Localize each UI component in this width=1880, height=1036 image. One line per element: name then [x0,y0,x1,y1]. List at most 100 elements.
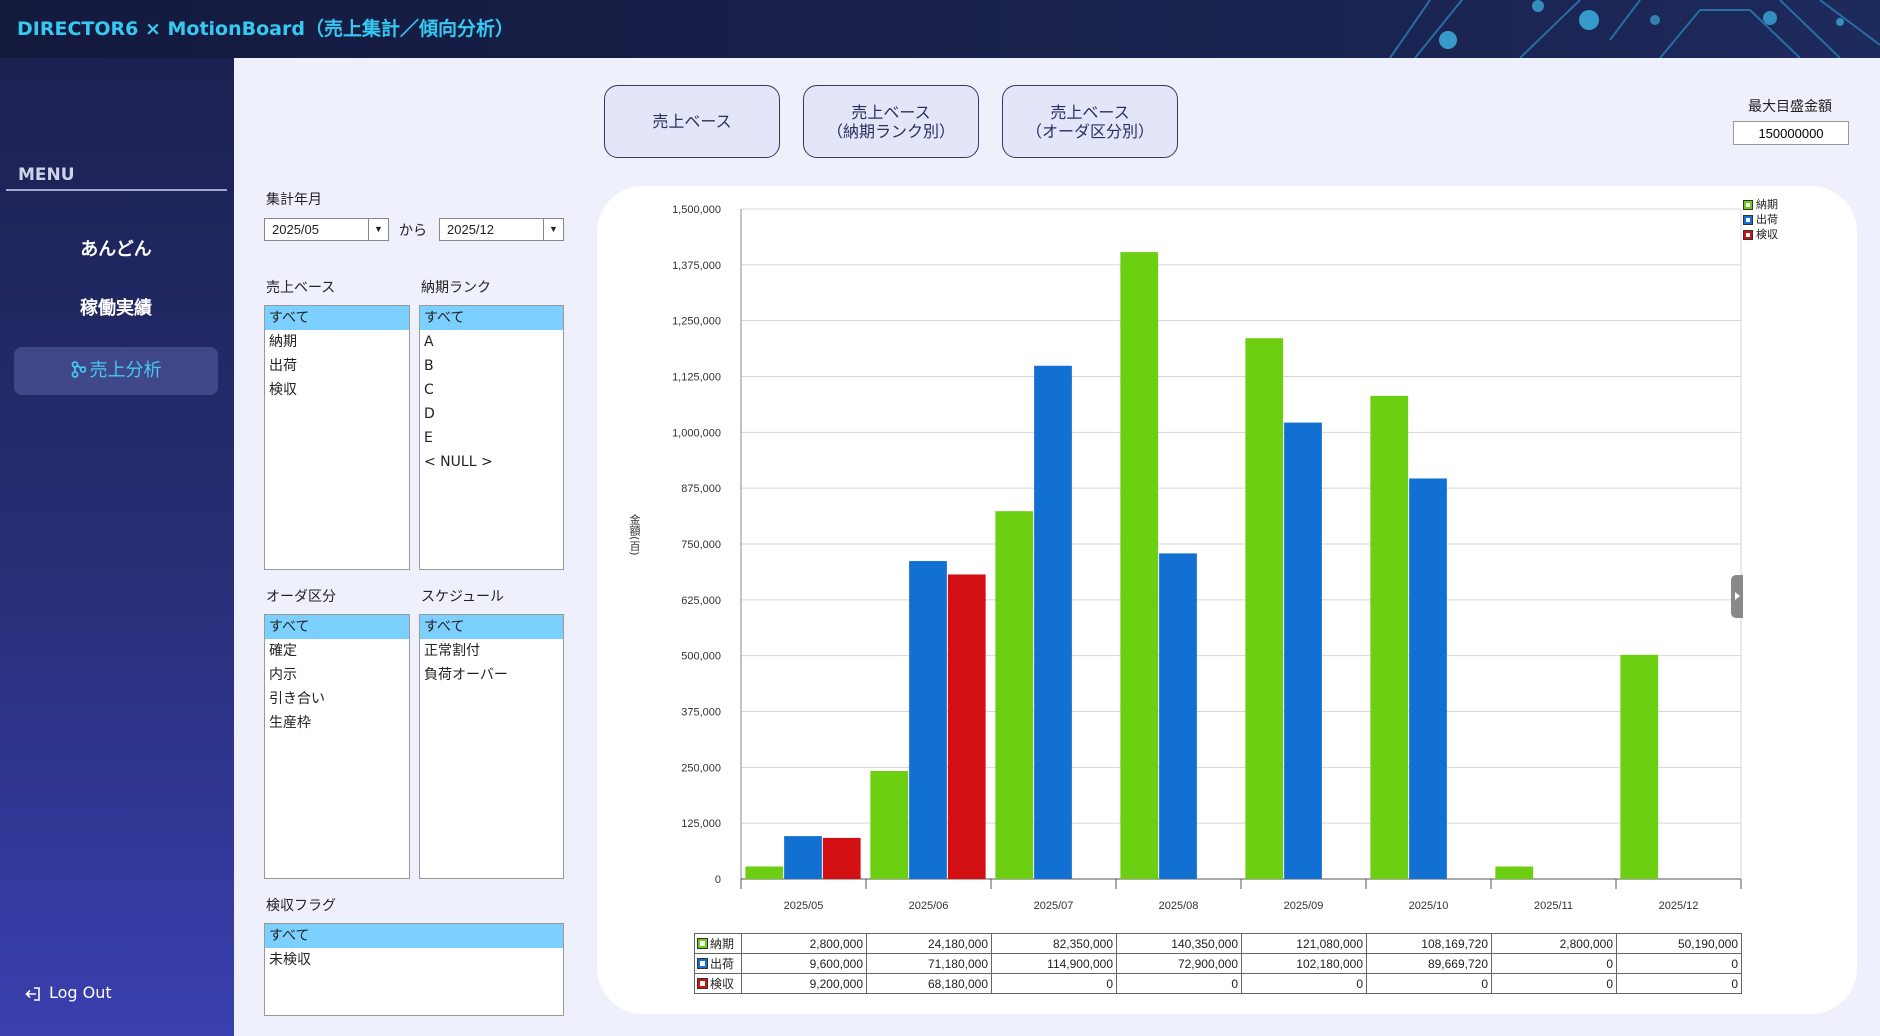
legend-item: 出荷 [1743,212,1778,227]
bar-2025/06-検収 [947,574,986,879]
bar-2025/09-出荷 [1284,422,1322,879]
data-table: 納期 2,800,000 24,180,000 82,350,000 140,350,0… [694,933,1742,994]
list-item[interactable]: C [424,382,434,398]
y-tick-label: 1,000,000 [672,427,721,439]
legend-label: 納期 [1756,198,1778,211]
max-scale-label: 最大目盛金額 [1748,99,1832,115]
x-tick-label: 2025/09 [1284,900,1324,912]
list-item[interactable]: すべて [265,924,563,948]
delivery-rank-listbox[interactable]: すべて A B C D E < NULL > [419,305,564,570]
bar-2025/09-納期 [1245,338,1284,879]
legend-swatch [1743,199,1753,210]
period-to-select[interactable]: 2025/12 ▼ [439,218,564,241]
schedule-listbox[interactable]: すべて 正常割付 負荷オーバー [419,614,564,879]
table-cell: 9,200,000 [741,973,867,994]
table-cell: 68,180,000 [866,973,992,994]
x-tick-label: 2025/06 [909,900,949,912]
list-item[interactable]: 検収 [269,382,297,398]
bar-2025/07-出荷 [1034,365,1072,879]
list-item[interactable]: 未検収 [269,952,311,968]
sidebar-item-label: 稼働実績 [80,298,152,319]
sidebar-item-operation-results[interactable]: 稼働実績 [14,285,218,333]
view-sales-base-button[interactable]: 売上ベース [604,85,780,158]
y-tick-label: 750,000 [681,539,721,551]
table-row-header: 納期 [694,933,742,954]
chart-legend: 納期 出荷 検収 [1743,197,1778,242]
legend-item: 納期 [1743,197,1778,212]
table-cell: 2,800,000 [1491,933,1617,954]
x-tick-label: 2025/10 [1409,900,1449,912]
list-item[interactable]: B [424,358,434,374]
legend-item: 検収 [1743,227,1778,242]
list-item[interactable]: 正常割付 [424,643,480,659]
sidebar-item-sales-analysis[interactable]: 売上分析 [14,347,218,395]
logout-button[interactable]: Log Out [25,983,112,1002]
list-item[interactable]: 納期 [269,334,297,350]
list-item[interactable]: すべて [420,306,563,330]
list-item[interactable]: 内示 [269,667,297,683]
menu-title: MENU [18,165,75,185]
max-scale-input[interactable] [1733,121,1849,145]
table-cell: 0 [1616,953,1742,974]
table-cell: 0 [1116,973,1242,994]
circuit-decoration [1389,0,1880,58]
list-item[interactable]: 生産枠 [269,715,311,731]
legend-swatch [1743,229,1753,240]
sales-base-label: 売上ベース [266,280,336,296]
logout-icon [25,986,40,1001]
list-item[interactable]: 負荷オーバー [424,667,508,683]
list-item[interactable]: すべて [420,615,563,639]
table-cell: 72,900,000 [1116,953,1242,974]
inspection-flag-listbox[interactable]: すべて 未検収 [264,923,564,1016]
bar-2025/11-納期 [1495,866,1534,879]
list-item[interactable]: 出荷 [269,358,297,374]
table-row: 納期 2,800,000 24,180,000 82,350,000 140,350,0… [694,933,1742,954]
table-cell: 24,180,000 [866,933,992,954]
sales-base-listbox[interactable]: すべて 納期 出荷 検収 [264,305,410,570]
list-item[interactable]: すべて [265,615,409,639]
list-item[interactable]: A [424,334,434,350]
chevron-down-icon: ▼ [368,219,388,240]
view-sales-base-by-rank-button[interactable]: 売上ベース （納期ランク別） [803,85,979,158]
list-item[interactable]: < NULL > [424,454,493,470]
order-type-listbox[interactable]: すべて 確定 内示 引き合い 生産枠 [264,614,410,879]
table-cell: 0 [1491,953,1617,974]
bar-2025/05-検収 [822,837,861,879]
list-item[interactable]: すべて [265,306,409,330]
bar-2025/07-納期 [995,511,1034,879]
table-cell: 102,180,000 [1241,953,1367,974]
legend-swatch [697,958,708,969]
delivery-rank-label: 納期ランク [421,280,491,296]
bar-2025/05-納期 [745,866,784,879]
chevron-down-icon: ▼ [543,219,563,240]
bar-2025/08-納期 [1120,252,1159,879]
list-item[interactable]: E [424,430,433,446]
x-tick-label: 2025/08 [1159,900,1199,912]
app-header: DIRECTOR6 × MotionBoard（売上集計／傾向分析） [0,0,1880,58]
table-row-header: 出荷 [694,953,742,974]
table-cell: 108,169,720 [1366,933,1492,954]
bar-2025/12-納期 [1620,654,1659,879]
list-item[interactable]: 引き合い [269,691,325,707]
y-tick-label: 1,375,000 [672,260,721,272]
list-item[interactable]: D [424,406,435,422]
inspection-flag-label: 検収フラグ [266,898,336,914]
legend-swatch [1743,214,1753,225]
list-item[interactable]: 確定 [269,643,297,659]
y-tick-label: 375,000 [681,707,721,719]
bar-2025/10-納期 [1370,395,1409,879]
table-cell: 0 [1491,973,1617,994]
app-title: DIRECTOR6 × MotionBoard（売上集計／傾向分析） [17,18,514,40]
legend-swatch [697,978,708,989]
period-from-select[interactable]: 2025/05 ▼ [264,218,389,241]
logout-label: Log Out [49,983,112,1002]
table-cell: 0 [991,973,1117,994]
x-tick-label: 2025/12 [1659,900,1699,912]
expand-handle[interactable] [1731,575,1743,618]
y-tick-label: 1,250,000 [672,316,721,328]
period-separator: から [399,223,427,239]
view-sales-base-by-order-button[interactable]: 売上ベース （オーダ区分別） [1002,85,1178,158]
sidebar-item-andon[interactable]: あんどん [14,226,218,274]
table-cell: 2,800,000 [741,933,867,954]
